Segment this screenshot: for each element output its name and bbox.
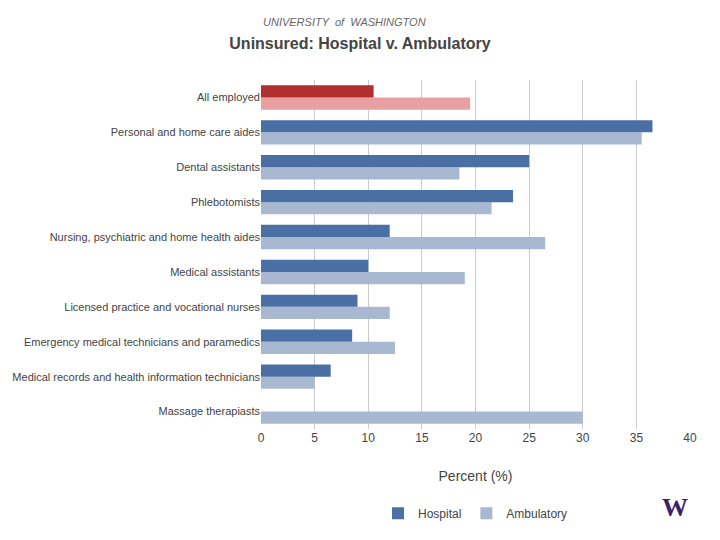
- svg-text:35: 35: [630, 431, 644, 445]
- svg-text:25: 25: [522, 431, 536, 445]
- svg-text:All employed: All employed: [197, 91, 260, 103]
- svg-text:W: W: [662, 493, 688, 522]
- svg-text:Dental assistants: Dental assistants: [176, 161, 260, 173]
- svg-text:Emergency medical technicians: Emergency medical technicians and parame…: [24, 336, 261, 348]
- svg-text:15: 15: [415, 431, 429, 445]
- svg-text:Nursing, psychiatric and home: Nursing, psychiatric and home health aid…: [50, 231, 261, 243]
- svg-text:Medical records and health inf: Medical records and health information t…: [12, 371, 260, 383]
- svg-text:Ambulatory: Ambulatory: [506, 507, 567, 521]
- svg-text:Uninsured: Hospital v. Ambulat: Uninsured: Hospital v. Ambulatory: [229, 35, 490, 52]
- svg-text:Medical assistants: Medical assistants: [170, 266, 260, 278]
- svg-text:Percent (%): Percent (%): [439, 468, 513, 484]
- svg-text:40: 40: [683, 431, 697, 445]
- svg-text:Hospital: Hospital: [418, 507, 461, 521]
- svg-text:0: 0: [258, 431, 265, 445]
- svg-text:30: 30: [576, 431, 590, 445]
- svg-text:Massage therapiasts: Massage therapiasts: [159, 405, 261, 417]
- svg-text:Personal and home care aides: Personal and home care aides: [111, 126, 261, 138]
- svg-text:5: 5: [311, 431, 318, 445]
- svg-text:UNIVERSITY of WASHINGTON: UNIVERSITY of WASHINGTON: [263, 16, 426, 28]
- svg-text:20: 20: [469, 431, 483, 445]
- svg-text:10: 10: [362, 431, 376, 445]
- svg-text:Phlebotomists: Phlebotomists: [191, 196, 261, 208]
- svg-text:Licensed practice and vocation: Licensed practice and vocational nurses: [64, 301, 260, 313]
